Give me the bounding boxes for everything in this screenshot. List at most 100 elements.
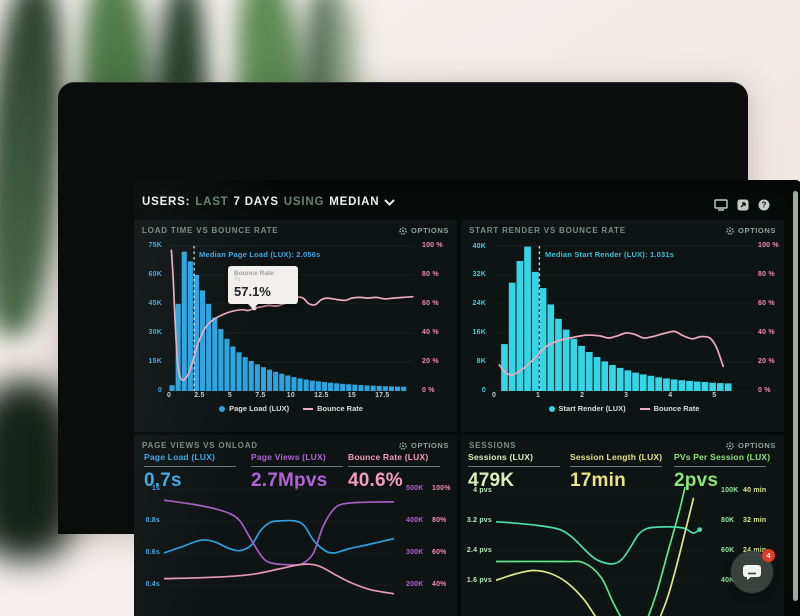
axis-tick-label: 4 — [668, 392, 673, 399]
panel-title: START RENDER VS BOUNCE RATE — [469, 226, 626, 235]
chat-bubble-icon — [743, 564, 761, 580]
axis-tick-label: 40 % — [422, 328, 439, 336]
metric-session-length: Session Length (LUX) 17min — [570, 452, 662, 492]
tooltip-value: 57.1% — [234, 284, 271, 299]
metric-value: 17min — [570, 470, 626, 491]
chat-badge: 4 — [762, 549, 775, 562]
axis-tick-label: 2.5 — [194, 392, 205, 399]
legend-label: Start Render (LUX) — [558, 404, 626, 413]
legend-label: Bounce Rate — [653, 404, 700, 413]
axis-tick-label: 15K — [148, 357, 162, 365]
median-annotation: Median Start Render (LUX): 1.031s — [545, 250, 675, 259]
header-using-label: USING — [283, 196, 325, 208]
axis-tick-label: 45K — [148, 299, 162, 307]
axis-tick-label: 12.5 — [314, 392, 329, 399]
metric-label: Bounce Rate (LUX) — [348, 452, 440, 467]
axis-tick-label: 1s — [151, 485, 160, 492]
axis-tick-label: 40 min — [743, 487, 767, 494]
median-annotation: Median Page Load (LUX): 2.056s — [199, 250, 321, 259]
axis-tick-label: 1.6 pvs — [466, 577, 492, 584]
laptop-screen: USERS: LAST 7 DAYS USING MEDIAN ? — [134, 180, 800, 616]
axis-tick-label: 1 — [536, 392, 541, 399]
tooltip-arrow — [248, 304, 258, 309]
legend-item: Bounce Rate — [303, 404, 363, 413]
header-users-label: USERS: — [142, 196, 191, 208]
metric-pvs-per-session: PVs Per Session (LUX) 2pvs — [674, 452, 770, 492]
legend-item: Bounce Rate — [639, 404, 700, 413]
legend-dot-swatch — [219, 405, 226, 412]
axis-tick-label: 100 % — [422, 241, 443, 249]
panel-start-render: START RENDER VS BOUNCE RATE OPTIONS — [461, 220, 784, 432]
help-icon[interactable]: ? — [758, 199, 770, 211]
header-last-label: LAST — [195, 196, 229, 208]
scrollbar[interactable] — [793, 191, 798, 601]
axis-tick-label: 80 % — [422, 270, 439, 278]
options-button[interactable]: OPTIONS — [726, 441, 776, 450]
axis-tick-label: 15 — [347, 392, 356, 399]
axis-tick-label: 60K — [148, 270, 162, 278]
metric-label: Page Views (LUX) — [251, 452, 343, 467]
options-button[interactable]: OPTIONS — [399, 441, 449, 450]
options-button[interactable]: OPTIONS — [726, 226, 776, 235]
tr-plot[interactable] — [494, 243, 754, 391]
br-plot[interactable] — [496, 487, 706, 616]
svg-text:?: ? — [762, 201, 767, 210]
dashboard-header[interactable]: USERS: LAST 7 DAYS USING MEDIAN — [142, 196, 396, 208]
tooltip-sub: 7s — [234, 277, 241, 283]
axis-tick-label: 17.5 — [375, 392, 390, 399]
metric-bounce-rate: Bounce Rate (LUX) 40.6% — [348, 452, 440, 492]
panel-title: SESSIONS — [469, 441, 517, 450]
metric-value: 479K — [468, 470, 515, 491]
axis-tick-label: 3.2 pvs — [466, 517, 492, 524]
axis-tick-label: 0 — [481, 387, 486, 394]
axis-tick-label: 0 — [491, 392, 497, 399]
legend-dot-swatch — [548, 405, 555, 412]
chat-widget[interactable]: 4 — [731, 549, 775, 593]
laptop: USERS: LAST 7 DAYS USING MEDIAN ? — [58, 82, 800, 616]
axis-tick-label: 75K — [148, 241, 162, 249]
share-icon[interactable] — [737, 199, 749, 211]
metric-sessions: Sessions (LUX) 479K — [468, 452, 560, 492]
axis-tick-label: 60 % — [422, 299, 439, 307]
axis-tick-label: 40K — [472, 242, 486, 250]
legend-item: Start Render (LUX) — [548, 404, 626, 413]
axis-tick-label: 5 — [227, 392, 232, 399]
metric-label: Sessions (LUX) — [468, 452, 560, 467]
gear-icon — [726, 226, 734, 235]
axis-tick-label: 200K — [406, 581, 424, 588]
legend-line-swatch — [303, 407, 314, 410]
chevron-down-icon[interactable] — [384, 198, 396, 206]
axis-tick-label: 400K — [406, 517, 424, 524]
header-icons: ? — [714, 199, 770, 211]
metric-label: Session Length (LUX) — [570, 452, 662, 467]
axis-tick-label: 0 % — [422, 387, 435, 394]
axis-tick-label: 4 pvs — [473, 487, 492, 494]
metric-page-views: Page Views (LUX) 2.7Mpvs — [251, 452, 343, 492]
display-icon[interactable] — [714, 199, 728, 211]
axis-tick-label: 32 min — [743, 517, 767, 524]
axis-tick-label: 0.6s — [145, 549, 160, 556]
metric-label: Page Load (LUX) — [144, 452, 236, 467]
axis-tick-label: 20 % — [422, 357, 439, 365]
legend-line-swatch — [639, 407, 650, 410]
metric-value: 2.7Mpvs — [251, 470, 328, 491]
axis-tick-label: 8K — [476, 358, 486, 366]
axis-tick-label: 500K — [406, 485, 424, 492]
axis-tick-label: 0 % — [758, 387, 771, 394]
options-button[interactable]: OPTIONS — [399, 226, 449, 235]
chart-legend: Start Render (LUX) Bounce Rate — [534, 404, 714, 413]
metric-value: 0.7s — [144, 470, 182, 491]
metric-label: PVs Per Session (LUX) — [674, 452, 770, 467]
panel-title: PAGE VIEWS VS ONLOAD — [142, 441, 258, 450]
gear-icon — [399, 226, 407, 235]
axis-tick-label: 7.5 — [255, 392, 266, 399]
axis-tick-label: 40 % — [758, 328, 775, 336]
bl-plot[interactable] — [164, 487, 394, 616]
axis-tick-label: 60 % — [758, 299, 775, 307]
gear-icon — [726, 441, 734, 450]
axis-tick-label: 100 % — [758, 241, 779, 249]
header-range-value: 7 DAYS — [233, 196, 279, 208]
axis-tick-label: 0.8s — [145, 517, 160, 524]
metric-value: 40.6% — [348, 470, 403, 491]
axis-tick-label: 80K — [721, 517, 735, 524]
